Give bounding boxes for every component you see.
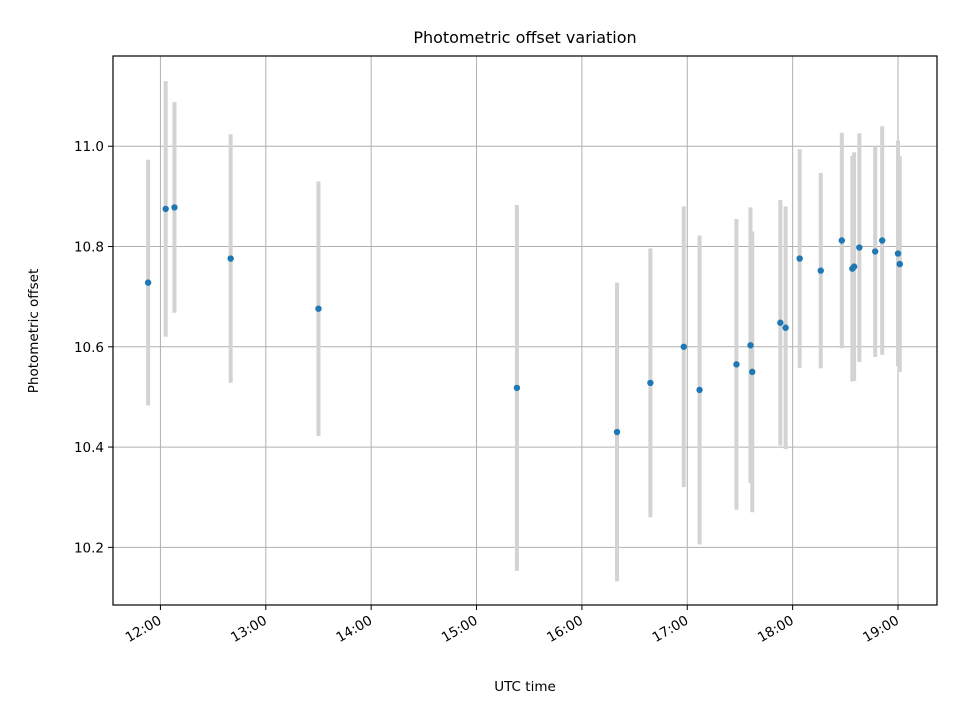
data-point xyxy=(894,250,902,257)
y-tick-label: 10.8 xyxy=(74,240,104,256)
data-point xyxy=(871,248,879,255)
y-tick-label: 11.0 xyxy=(74,139,104,155)
data-point xyxy=(613,428,621,436)
y-tick-label: 10.4 xyxy=(74,440,104,456)
data-point xyxy=(680,343,687,350)
data-point xyxy=(879,237,886,244)
data-point xyxy=(513,384,521,392)
y-axis-ticks: 10.2 10.4 10.6 10.8 11.0 xyxy=(74,139,113,556)
y-tick-label: 10.2 xyxy=(74,540,104,556)
data-point xyxy=(817,267,824,274)
x-axis-label: UTC time xyxy=(494,679,556,695)
data-point xyxy=(696,386,703,394)
data-point xyxy=(749,368,756,376)
grid xyxy=(113,56,937,605)
data-point xyxy=(850,263,858,270)
data-point xyxy=(782,324,789,331)
data-point xyxy=(856,244,863,251)
y-axis-label: Photometric offset xyxy=(26,269,42,393)
data-point xyxy=(227,255,234,262)
data-points xyxy=(144,204,903,436)
data-point xyxy=(896,260,903,268)
data-point xyxy=(144,279,152,286)
data-point xyxy=(777,319,784,326)
data-point xyxy=(162,205,169,213)
data-point xyxy=(733,361,740,368)
data-point xyxy=(171,204,178,211)
data-point xyxy=(838,237,846,244)
chart-title: Photometric offset variation xyxy=(413,28,636,47)
y-tick-label: 10.6 xyxy=(74,340,104,356)
data-point xyxy=(796,255,803,262)
data-point xyxy=(647,379,654,387)
data-point xyxy=(747,342,754,349)
data-point xyxy=(315,305,322,312)
plot-frame xyxy=(112,55,938,606)
